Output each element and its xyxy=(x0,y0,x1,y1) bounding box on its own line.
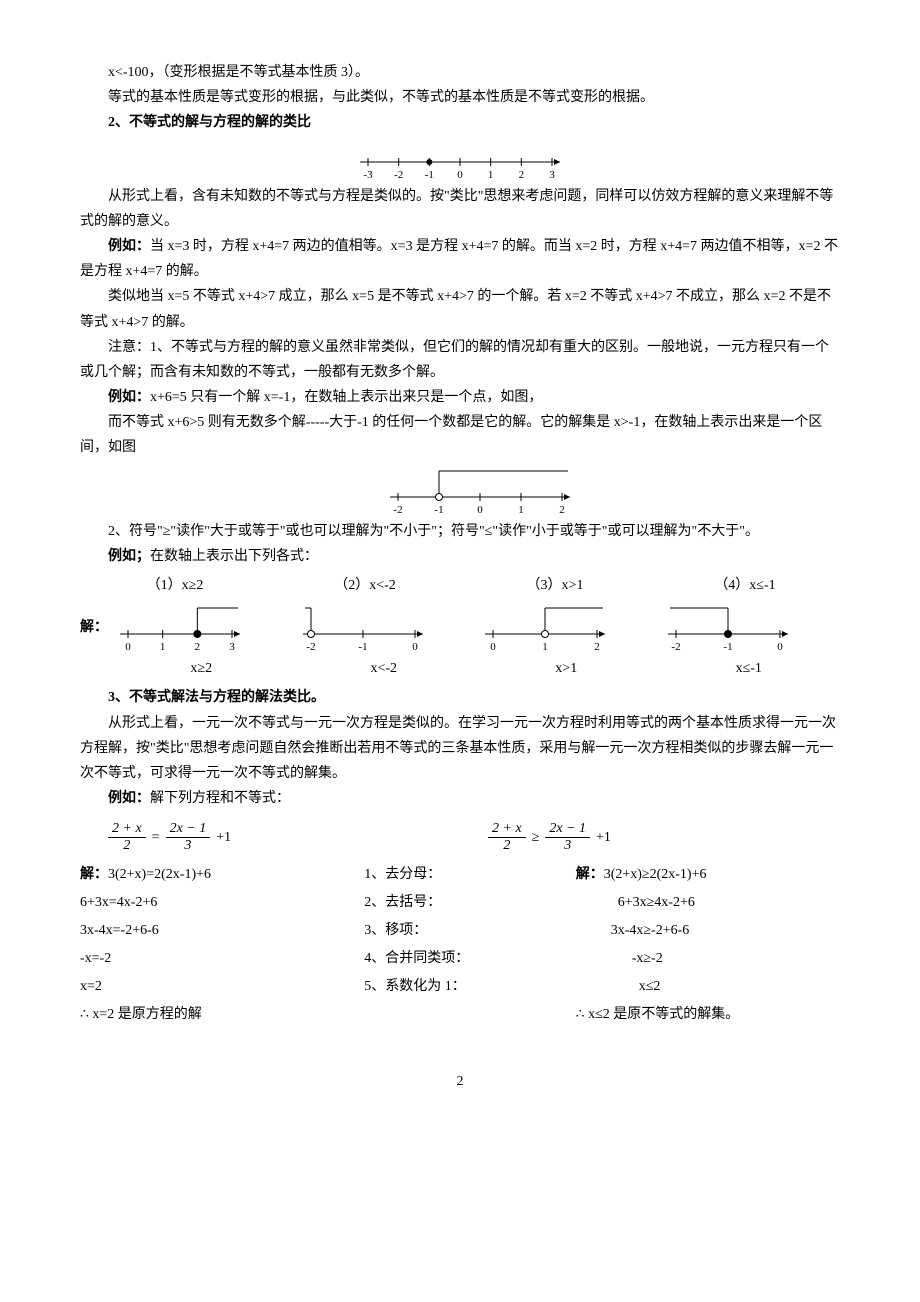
section-heading: 2、不等式的解与方程的解的类比 xyxy=(80,110,840,135)
svg-text:-1: -1 xyxy=(434,504,443,515)
mini-number-line: 0 1 2 xyxy=(475,602,615,652)
svg-text:0: 0 xyxy=(490,641,496,652)
equation-right: 2 + x2 ≥ 2x − 13 +1 xyxy=(488,821,840,853)
paragraph: 而不等式 x+6>5 则有无数多个解-----大于-1 的任何一个数都是它的解。… xyxy=(80,410,840,460)
example-label: 例如： xyxy=(108,390,150,405)
paragraph: 从形式上看，一元一次不等式与一元一次方程是类似的。在学习一元一次方程时利用等式的… xyxy=(80,711,840,787)
text-line: 等式的基本性质是等式变形的根据，与此类似，不等式的基本性质是不等式变形的根据。 xyxy=(80,85,840,110)
example-label: 例如； xyxy=(108,549,150,564)
svg-text:2: 2 xyxy=(195,641,201,652)
svg-text:0: 0 xyxy=(412,641,418,652)
paragraph: 例如：解下列方程和不等式： xyxy=(80,786,840,811)
paragraph: 类似地当 x=5 不等式 x+4>7 成立，那么 x=5 是不等式 x+4>7 … xyxy=(80,284,840,334)
item-caption: x≤-1 xyxy=(658,656,841,681)
item-label: （3）x>1 xyxy=(460,573,650,598)
paragraph: 从形式上看，含有未知数的不等式与方程是类似的。按"类比"思想来考虑问题，同样可以… xyxy=(80,184,840,234)
paragraph: 例如；在数轴上表示出下列各式： xyxy=(80,544,840,569)
mini-number-line: 0 1 2 3 xyxy=(110,602,250,652)
svg-text:-2: -2 xyxy=(394,169,403,180)
text: 解下列方程和不等式： xyxy=(150,791,290,806)
solve-left-col: 解：3(2+x)=2(2x-1)+6 6+3x=4x-2+6 3x-4x=-2+… xyxy=(80,861,344,1029)
svg-text:-2: -2 xyxy=(671,641,680,652)
example-label: 例如： xyxy=(108,239,150,254)
svg-text:1: 1 xyxy=(488,169,494,180)
svg-text:3: 3 xyxy=(229,641,235,652)
text: 在数轴上表示出下列各式： xyxy=(150,549,318,564)
mini-number-line: -2 -1 0 xyxy=(293,602,433,652)
svg-text:-2: -2 xyxy=(306,641,315,652)
example-label: 例如： xyxy=(108,791,150,806)
text-line: x<-100，（变形根据是不等式基本性质 3）。 xyxy=(80,60,840,85)
item-label: （4）x≤-1 xyxy=(650,573,840,598)
svg-text:-3: -3 xyxy=(363,169,373,180)
svg-text:3: 3 xyxy=(549,169,555,180)
paragraph: 注意：1、不等式与方程的解的意义虽然非常类似，但它们的解的情况却有重大的区别。一… xyxy=(80,335,840,385)
svg-text:1: 1 xyxy=(160,641,166,652)
example-captions-row: x≥2 x<-2 x>1 x≤-1 xyxy=(80,656,840,681)
svg-text:1: 1 xyxy=(518,504,524,515)
example-svg-row: 解： 0 1 2 3 -2 -1 0 0 1 2 -2 -1 0 xyxy=(80,602,840,652)
item-label: （1）x≥2 xyxy=(80,573,270,598)
solve-right-col: 解：3(2+x)≥2(2x-1)+6 6+3x≥4x-2+6 3x-4x≥-2+… xyxy=(576,861,840,1029)
solve-steps-col: 1、去分母： 2、去括号： 3、移项： 4、合并同类项： 5、系数化为 1： xyxy=(344,861,575,1029)
svg-text:2: 2 xyxy=(519,169,525,180)
svg-text:1: 1 xyxy=(542,641,548,652)
svg-text:-1: -1 xyxy=(358,641,367,652)
solve-label: 解： xyxy=(80,615,110,640)
svg-text:2: 2 xyxy=(559,504,565,515)
number-line-2: -2 -1 0 1 2 xyxy=(380,465,580,515)
item-label: （2）x<-2 xyxy=(270,573,460,598)
example-labels-row: （1）x≥2 （2）x<-2 （3）x>1 （4）x≤-1 xyxy=(80,573,840,598)
paragraph: 2、符号"≥"读作"大于或等于"或也可以理解为"不小于"；符号"≤"读作"小于或… xyxy=(80,519,840,544)
equation-left: 2 + x2 = 2x − 13 +1 xyxy=(108,821,460,853)
svg-text:0: 0 xyxy=(457,169,463,180)
section-heading: 3、不等式解法与方程的解法类比。 xyxy=(80,685,840,710)
item-caption: x≥2 xyxy=(110,656,293,681)
svg-text:0: 0 xyxy=(777,641,783,652)
text: 当 x=3 时，方程 x+4=7 两边的值相等。x=3 是方程 x+4=7 的解… xyxy=(80,239,838,279)
svg-text:2: 2 xyxy=(594,641,600,652)
svg-text:-1: -1 xyxy=(425,169,434,180)
text: x+6=5 只有一个解 x=-1，在数轴上表示出来只是一个点，如图， xyxy=(150,390,542,405)
svg-text:0: 0 xyxy=(477,504,483,515)
page-number: 2 xyxy=(80,1069,840,1094)
paragraph: 例如：当 x=3 时，方程 x+4=7 两边的值相等。x=3 是方程 x+4=7… xyxy=(80,234,840,284)
item-caption: x>1 xyxy=(475,656,658,681)
paragraph: 例如：x+6=5 只有一个解 x=-1，在数轴上表示出来只是一个点，如图， xyxy=(80,385,840,410)
solve-table: 解：3(2+x)=2(2x-1)+6 6+3x=4x-2+6 3x-4x=-2+… xyxy=(80,861,840,1029)
mini-number-line: -2 -1 0 xyxy=(658,602,798,652)
number-line-1: -3 -2 -1 0 1 2 3 xyxy=(350,140,570,180)
svg-text:-1: -1 xyxy=(723,641,732,652)
item-caption: x<-2 xyxy=(293,656,476,681)
svg-text:-2: -2 xyxy=(393,504,402,515)
svg-text:0: 0 xyxy=(125,641,131,652)
